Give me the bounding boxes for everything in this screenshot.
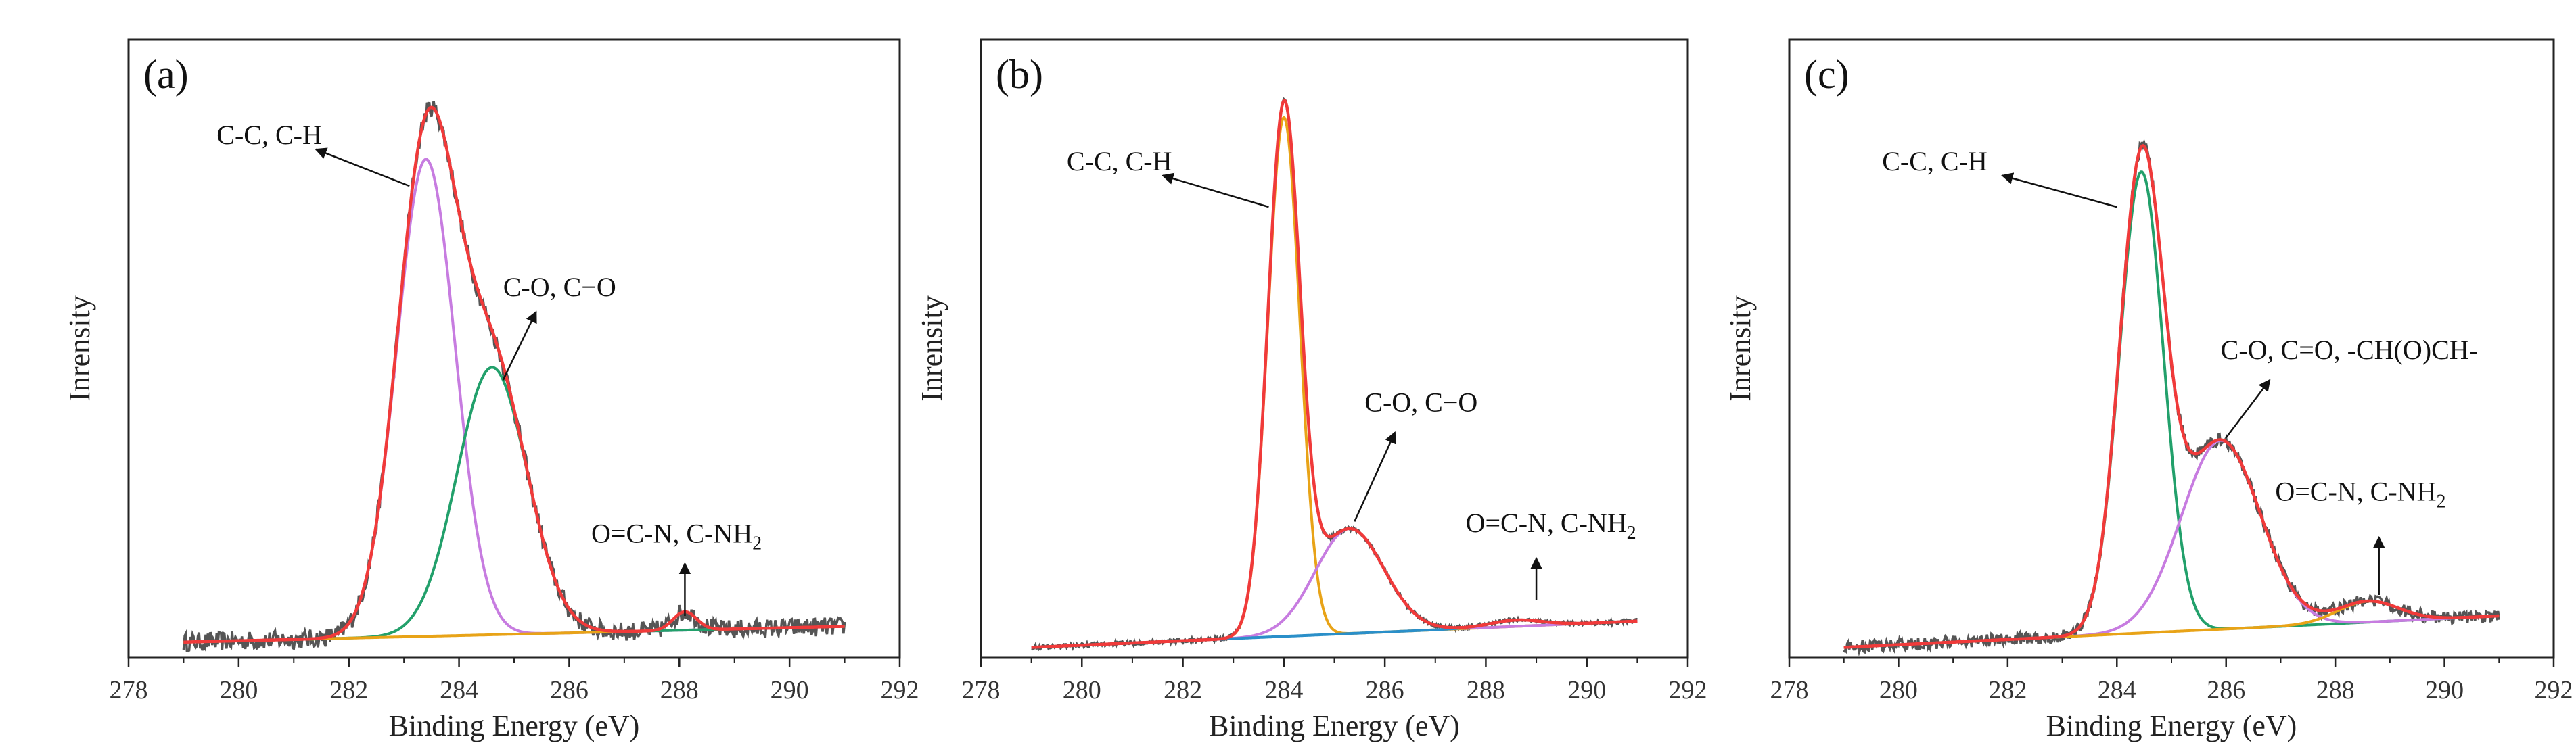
fit-peak-1	[1031, 115, 1638, 649]
x-tick-label: 280	[219, 676, 258, 704]
annotation-text: C-O, C−O	[1364, 387, 1477, 418]
x-tick-label: 290	[770, 676, 809, 704]
annotation-text: C-C, C-H	[1067, 146, 1172, 176]
plot-frame	[980, 38, 1689, 659]
x-tick-label: 278	[1770, 676, 1809, 704]
annotation-label: O=C-N, C-NH2	[1466, 508, 1636, 544]
panel-label: (c)	[1804, 52, 1849, 97]
y-axis-title: Inrensity	[63, 295, 96, 401]
fit-peak-2	[1843, 439, 2500, 649]
x-tick-label: 278	[962, 676, 1001, 704]
x-tick-label: 280	[1879, 676, 1918, 704]
y-axis-title: Inrensity	[1724, 295, 1757, 401]
fit-peak-1	[183, 158, 845, 644]
annotation-text: O=C-N, C-NH	[591, 518, 752, 548]
annotation-label: C-O, C=O, -CH(O)CH-	[2221, 335, 2478, 365]
x-axis-title: Binding Energy (eV)	[389, 709, 640, 742]
panel-label: (a)	[143, 52, 189, 97]
raw-data-line	[182, 101, 846, 653]
annotation-subscript: 2	[2436, 491, 2445, 512]
annotation-subscript: 2	[1627, 523, 1636, 544]
x-tick-label: 292	[1669, 676, 1707, 704]
x-tick-label: 290	[2425, 676, 2464, 704]
annotation-text: C-C, C-H	[1882, 146, 1987, 176]
annotation-label: O=C-N, C-NH2	[2275, 476, 2445, 512]
annotation-arrow	[2001, 172, 2117, 208]
annotation-subscript: 2	[752, 533, 762, 554]
x-tick-label: 292	[881, 676, 919, 704]
chart-panel-a: 278 280 282 284 286 288 290 292 Binding Energy (…	[63, 38, 919, 742]
x-tick-label: 278	[110, 676, 148, 704]
annotation-label: C-C, C-H	[216, 120, 322, 150]
annotation-text: C-O, C−O	[503, 272, 616, 302]
x-tick-label: 284	[1264, 676, 1303, 704]
x-tick-label: 286	[1366, 676, 1404, 704]
annotation-arrow	[1354, 431, 1396, 522]
annotation-arrow	[1162, 172, 1269, 208]
x-tick-label: 286	[2207, 676, 2245, 704]
x-axis-title: Binding Energy (eV)	[2046, 709, 2297, 742]
x-tick-label: 288	[2316, 676, 2355, 704]
annotation-text: C-C, C-H	[216, 120, 322, 150]
annotation-arrow	[315, 147, 410, 187]
raw-data-line	[1843, 138, 2501, 657]
x-tick-label: 284	[2098, 676, 2136, 704]
fit-envelope-line	[1031, 99, 1638, 649]
raw-data-line	[1031, 97, 1638, 652]
fit-envelope-line	[1843, 143, 2500, 649]
y-axis-title: Inrensity	[915, 295, 948, 401]
x-tick-label: 280	[1063, 676, 1101, 704]
annotation-label: C-O, C−O	[503, 272, 616, 302]
x-tick-label: 282	[329, 676, 368, 704]
x-tick-label: 292	[2535, 676, 2573, 704]
chart-panel-c: 278 280 282 284 286 288 290 292 Binding Energy (…	[1724, 38, 2573, 742]
annotation-label: O=C-N, C-NH2	[591, 518, 762, 554]
fit-envelope-line	[183, 105, 845, 644]
x-axis-title: Binding Energy (eV)	[1209, 709, 1460, 742]
x-tick-label: 288	[660, 676, 699, 704]
annotation-label: C-O, C−O	[1364, 387, 1477, 418]
x-tick-label: 290	[1567, 676, 1606, 704]
annotation-text: C-O, C=O, -CH(O)CH-	[2221, 335, 2478, 365]
x-tick-label: 282	[1164, 676, 1202, 704]
x-tick-label: 288	[1467, 676, 1505, 704]
chart-panel-b: 278 280 282 284 286 288 290 292 Binding Energy (…	[915, 38, 1707, 742]
annotation-arrow	[502, 310, 537, 381]
panel-label: (b)	[996, 52, 1043, 97]
annotation-arrow	[2225, 379, 2271, 439]
annotation-label: C-C, C-H	[1067, 146, 1172, 176]
annotation-label: C-C, C-H	[1882, 146, 1987, 176]
fit-peak-1	[1843, 170, 2500, 649]
annotation-text: O=C-N, C-NH	[2275, 476, 2436, 506]
annotation-text: O=C-N, C-NH	[1466, 508, 1627, 538]
x-tick-label: 284	[440, 676, 478, 704]
x-tick-label: 286	[550, 676, 589, 704]
x-tick-label: 282	[1988, 676, 2027, 704]
